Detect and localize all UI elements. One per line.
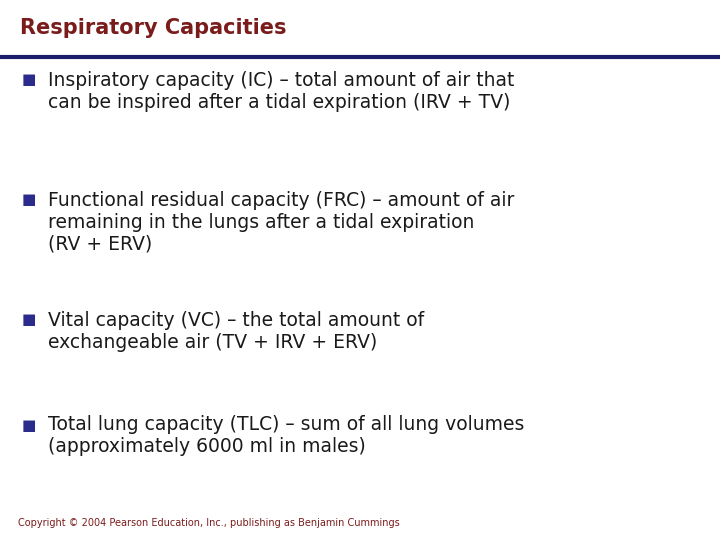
Text: remaining in the lungs after a tidal expiration: remaining in the lungs after a tidal exp…: [48, 213, 474, 232]
Text: Inspiratory capacity (IC) – total amount of air that: Inspiratory capacity (IC) – total amount…: [48, 71, 514, 90]
Text: ■: ■: [22, 192, 37, 207]
Bar: [0, 0, 720, 57]
Text: exchangeable air (TV + IRV + ERV): exchangeable air (TV + IRV + ERV): [48, 333, 377, 352]
Text: Respiratory Capacities: Respiratory Capacities: [20, 18, 287, 38]
Text: ■: ■: [22, 417, 37, 433]
Text: (RV + ERV): (RV + ERV): [48, 234, 152, 253]
Text: Total lung capacity (TLC) – sum of all lung volumes: Total lung capacity (TLC) – sum of all l…: [48, 415, 524, 435]
Text: Vital capacity (VC) – the total amount of: Vital capacity (VC) – the total amount o…: [48, 310, 424, 329]
Text: Copyright © 2004 Pearson Education, Inc., publishing as Benjamin Cummings: Copyright © 2004 Pearson Education, Inc.…: [18, 518, 400, 528]
Text: ■: ■: [22, 313, 37, 327]
Text: can be inspired after a tidal expiration (IRV + TV): can be inspired after a tidal expiration…: [48, 92, 510, 111]
Text: ■: ■: [22, 72, 37, 87]
Text: (approximately 6000 ml in males): (approximately 6000 ml in males): [48, 437, 366, 456]
Text: Functional residual capacity (FRC) – amount of air: Functional residual capacity (FRC) – amo…: [48, 191, 514, 210]
